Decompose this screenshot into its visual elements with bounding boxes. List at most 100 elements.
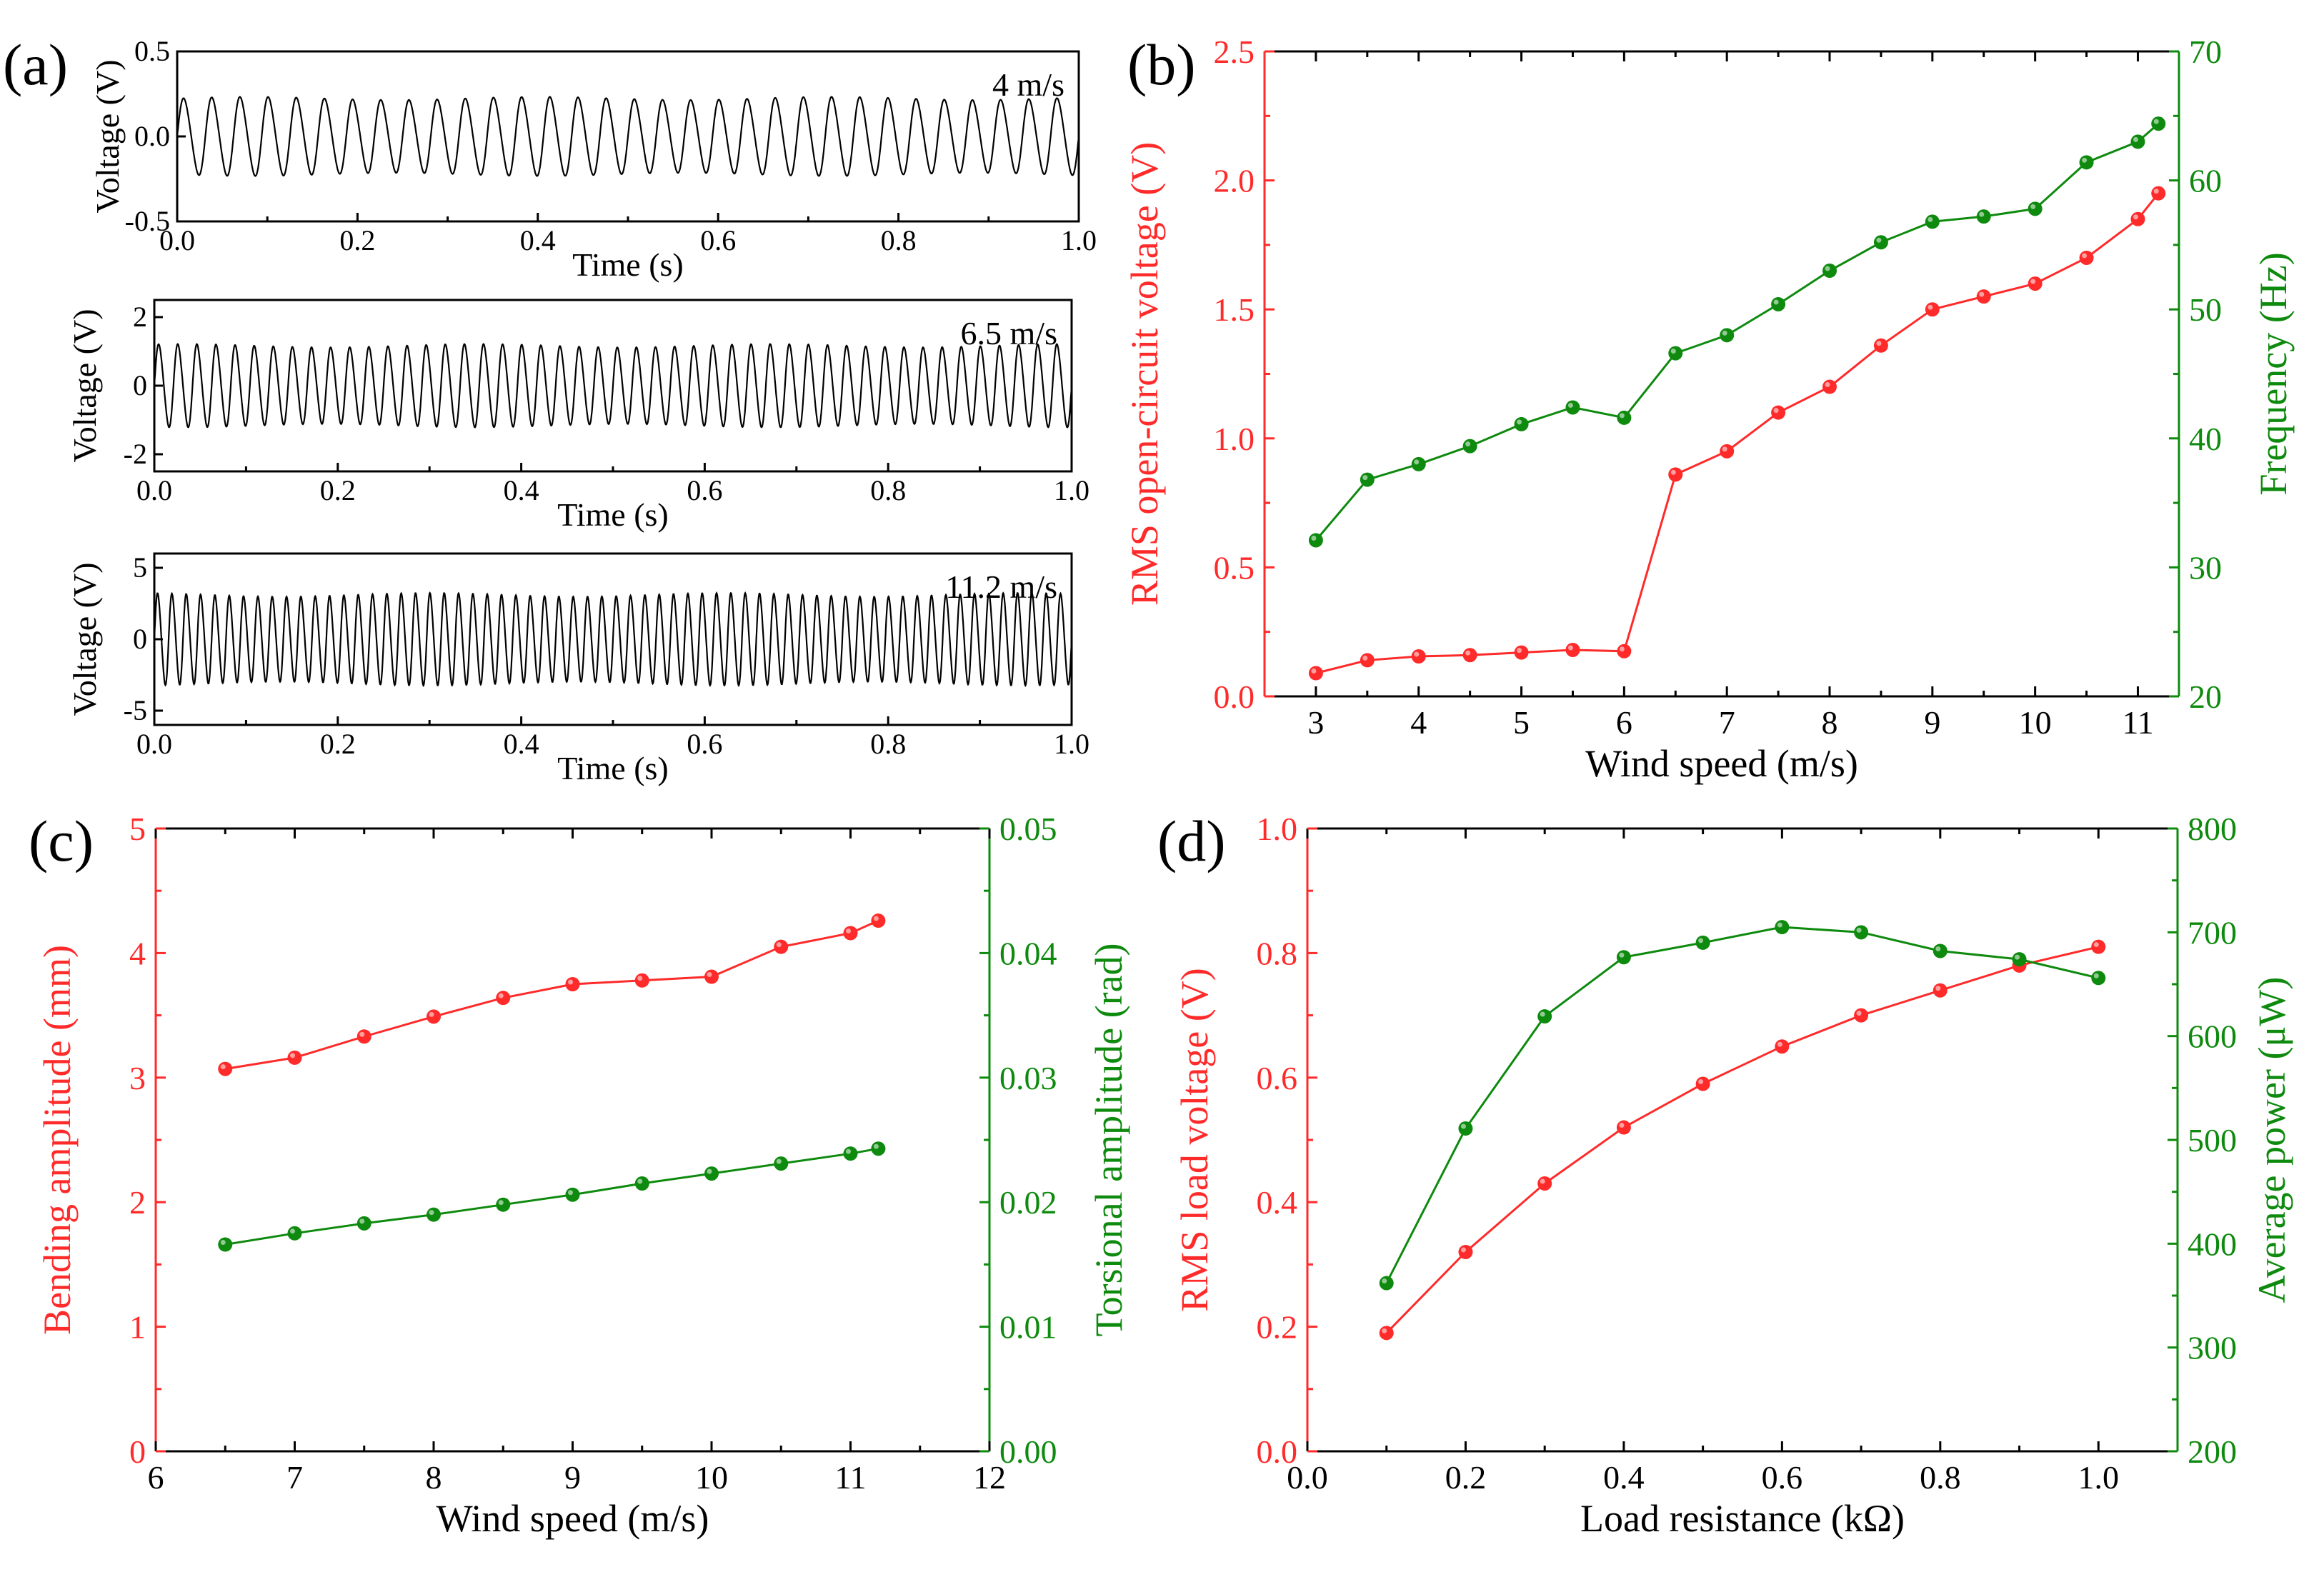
y-right-tick-label: 0.03 <box>999 1060 1057 1096</box>
data-point-highlight <box>2153 119 2159 124</box>
data-point-highlight <box>498 1200 504 1206</box>
data-point-highlight <box>1382 1278 1387 1284</box>
y-left-tick-label: 0.6 <box>1257 1060 1298 1096</box>
x-tick-label: 7 <box>1719 704 1735 741</box>
data-point-highlight <box>707 1168 712 1174</box>
data-point-right <box>1617 410 1632 425</box>
data-point-left <box>1514 645 1529 660</box>
data-point-right <box>1854 925 1869 940</box>
data-point-highlight <box>568 1190 573 1196</box>
x-tick-label: 0.4 <box>504 474 539 506</box>
x-tick-label: 0.2 <box>320 728 356 760</box>
y-right-tick-label: 0.01 <box>999 1309 1057 1346</box>
y-left-axis-title: Bending amplitude (mm) <box>36 945 79 1335</box>
x-tick-label: 6 <box>148 1459 164 1496</box>
data-point-highlight <box>1619 1123 1625 1128</box>
x-tick-label: 0.0 <box>1287 1459 1328 1496</box>
x-tick-label: 5 <box>1513 704 1530 741</box>
waveform-subplot-3: 0.0 0.2 0.4 0.6 0.8 1.0 -5 0 5 11.2 m/s Time (s) Vo… <box>66 551 1089 786</box>
x-tick-label: 12 <box>973 1459 1006 1496</box>
data-point-highlight <box>1414 651 1420 657</box>
data-point-highlight <box>2082 157 2088 163</box>
x-tick-label: 1.0 <box>1054 474 1089 506</box>
data-point-left <box>1976 289 1991 304</box>
y-right-axis-title: Torsional amplitude (rad) <box>1087 943 1130 1336</box>
y-left-tick-label: 2.5 <box>1214 34 1255 70</box>
y-right-tick-label: 20 <box>2189 679 2222 715</box>
data-point-highlight <box>290 1053 295 1058</box>
data-point-highlight <box>1311 668 1317 674</box>
data-point-right <box>1976 209 1991 224</box>
x-tick-label: 4 <box>1410 704 1427 741</box>
data-point-highlight <box>2030 279 2036 284</box>
data-point-right <box>704 1166 719 1181</box>
data-point-left <box>1873 338 1888 353</box>
x-axis-title: Time (s) <box>557 496 669 533</box>
y-right-axis-title: Frequency (Hz) <box>2252 252 2295 495</box>
x-tick-label: 0.4 <box>1603 1459 1645 1496</box>
data-point-left <box>1411 649 1426 664</box>
x-tick-label: 11 <box>834 1459 866 1496</box>
x-axis-title: Time (s) <box>572 246 684 283</box>
y-tick-label: -0.5 <box>125 205 170 237</box>
x-tick-label: 11 <box>2122 704 2153 741</box>
y-right-tick-label: 60 <box>2189 163 2222 199</box>
y-tick-label: 2 <box>133 301 147 333</box>
data-point-right <box>2079 155 2094 170</box>
data-point-highlight <box>290 1228 295 1234</box>
y-tick-label: 0 <box>133 623 147 655</box>
x-tick-label: 0.8 <box>881 224 917 256</box>
x-tick-label: 0.0 <box>136 474 172 506</box>
data-point-highlight <box>1567 402 1573 408</box>
series-line-left <box>1385 946 2099 1334</box>
y-right-tick-label: 70 <box>2189 34 2222 70</box>
y-left-tick-label: 1 <box>129 1309 146 1346</box>
y-left-axis-title: RMS load voltage (V) <box>1173 968 1216 1311</box>
data-point-highlight <box>1825 382 1830 388</box>
data-point-highlight <box>2093 942 2099 948</box>
data-point-highlight <box>846 1148 851 1154</box>
data-point-highlight <box>1856 1011 1862 1016</box>
data-point-left <box>218 1061 233 1076</box>
series-line-right <box>1385 926 2099 1284</box>
data-point-highlight <box>1698 938 1704 943</box>
panel-label-c: (c) <box>29 808 94 873</box>
data-point-left <box>1462 648 1477 663</box>
panel-label-b: (b) <box>1127 32 1196 97</box>
series-line-right <box>1315 123 2160 541</box>
data-point-left <box>2130 211 2145 226</box>
x-tick-label: 0.2 <box>1445 1459 1487 1496</box>
speed-annotation: 6.5 m/s <box>961 315 1057 351</box>
data-point-left <box>1771 405 1786 420</box>
data-point-left <box>2079 250 2094 265</box>
data-point-right <box>1537 1009 1552 1024</box>
x-tick-label: 0.4 <box>504 728 539 760</box>
waveform-subplot-2: 0.0 0.2 0.4 0.6 0.8 1.0 -2 0 2 6.5 m/s Time (s) Vol… <box>66 299 1089 533</box>
x-tick-label: 8 <box>426 1459 442 1496</box>
data-point-left <box>1616 1120 1631 1135</box>
x-tick-label: 1.0 <box>1054 728 1089 760</box>
data-point-highlight <box>707 972 712 978</box>
series-line-left <box>1315 192 2160 674</box>
y-axis-title: Voltage (V) <box>89 59 126 213</box>
y-right-tick-label: 40 <box>2189 421 2222 457</box>
data-point-highlight <box>637 1178 643 1184</box>
data-point-highlight <box>2082 253 2088 259</box>
y-right-tick-label: 50 <box>2189 291 2222 328</box>
data-point-highlight <box>1722 330 1727 336</box>
data-point-highlight <box>1517 648 1522 654</box>
data-point-right <box>1720 328 1735 343</box>
data-point-highlight <box>1927 216 1933 222</box>
y-right-tick-label: 500 <box>2188 1122 2237 1158</box>
data-point-highlight <box>846 928 851 933</box>
x-tick-label: 0.6 <box>687 474 722 506</box>
x-tick-label: 3 <box>1307 704 1324 741</box>
x-tick-label: 0.6 <box>700 224 736 256</box>
y-right-tick-label: 200 <box>2188 1433 2237 1470</box>
data-point-right <box>1668 346 1683 361</box>
x-tick-label: 0.2 <box>339 224 375 256</box>
y-axis-title: Voltage (V) <box>66 562 103 716</box>
speed-annotation: 11.2 m/s <box>945 569 1057 605</box>
x-tick-label: 0.6 <box>687 728 722 760</box>
